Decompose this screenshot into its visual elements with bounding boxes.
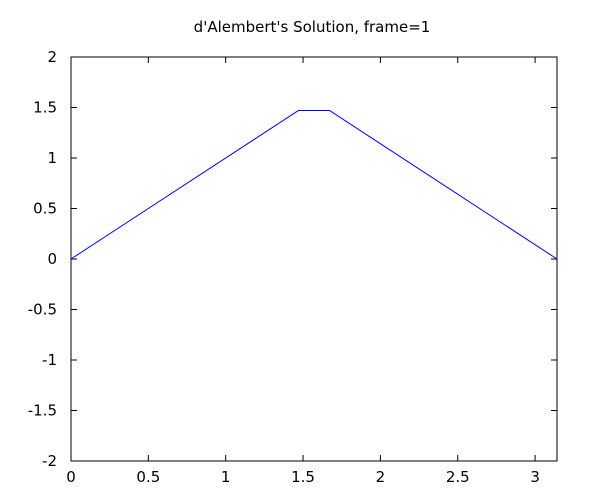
chart-title: d'Alembert's Solution, frame=1 xyxy=(194,18,431,36)
y-tick-label: 2 xyxy=(47,48,57,66)
y-tick-label: -2 xyxy=(42,452,57,470)
plot-area: 0 0.5 1 1.5 2 2.5 3 -2 -1.5 -1 -0.5 0 0.5 1 1.5 2 xyxy=(28,48,558,486)
y-tick-label: -1 xyxy=(42,351,57,369)
y-tick-label: 1.5 xyxy=(33,99,57,117)
x-tick-label: 0.5 xyxy=(136,468,160,486)
x-tick-label: 1.5 xyxy=(291,468,315,486)
y-tick-label: -0.5 xyxy=(28,301,57,319)
x-tick-label: 2.5 xyxy=(446,468,470,486)
x-tick-label: 2 xyxy=(376,468,386,486)
y-tick-label: 0.5 xyxy=(33,200,57,218)
plot-frame xyxy=(70,56,558,462)
y-tick-label: 0 xyxy=(47,250,57,268)
x-tick-label: 3 xyxy=(530,468,540,486)
series-line xyxy=(70,109,558,260)
x-tick-label: 0 xyxy=(66,468,76,486)
y-tick-label: -1.5 xyxy=(28,402,57,420)
x-tick-label: 1 xyxy=(221,468,231,486)
y-tick-label: 1 xyxy=(47,149,57,167)
